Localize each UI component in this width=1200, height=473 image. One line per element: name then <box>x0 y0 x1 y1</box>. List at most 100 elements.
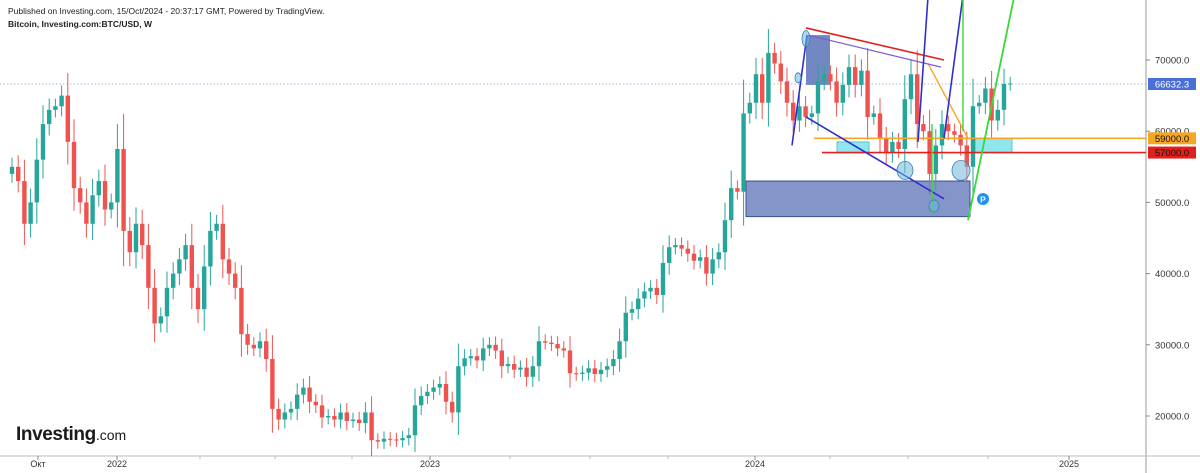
candle-body[interactable] <box>964 145 969 167</box>
candle-body[interactable] <box>747 102 752 114</box>
candle-body[interactable] <box>760 74 765 103</box>
candle-body[interactable] <box>933 145 938 174</box>
candle-body[interactable] <box>270 359 275 409</box>
candle-body[interactable] <box>437 383 442 388</box>
candle-body[interactable] <box>350 419 356 421</box>
candle-body[interactable] <box>555 344 560 349</box>
candle-body[interactable] <box>946 124 951 132</box>
candle-body[interactable] <box>338 412 343 420</box>
candle-body[interactable] <box>809 113 814 117</box>
candle-body[interactable] <box>530 366 535 377</box>
candle-body[interactable] <box>778 63 783 82</box>
candle-body[interactable] <box>202 266 207 310</box>
candle-body[interactable] <box>34 159 39 203</box>
candle-body[interactable] <box>313 401 318 406</box>
candle-body[interactable] <box>220 223 225 260</box>
candle-body[interactable] <box>406 435 411 439</box>
candle-body[interactable] <box>276 408 281 420</box>
candle-body[interactable] <box>499 350 504 367</box>
candle-body[interactable] <box>357 419 362 424</box>
candle-body[interactable] <box>710 259 715 274</box>
candle-body[interactable] <box>896 141 901 149</box>
candle-body[interactable] <box>295 394 300 409</box>
candle-body[interactable] <box>388 438 393 440</box>
candle-body[interactable] <box>16 166 21 182</box>
candle-body[interactable] <box>815 81 821 114</box>
candle-body[interactable] <box>71 141 77 189</box>
candle-body[interactable] <box>698 257 703 261</box>
candle-body[interactable] <box>264 341 269 360</box>
candle-body[interactable] <box>679 245 684 249</box>
candle-body[interactable] <box>363 412 368 424</box>
candle-body[interactable] <box>921 124 926 132</box>
candle-body[interactable] <box>952 131 957 135</box>
candle-body[interactable] <box>233 273 238 288</box>
candle-body[interactable] <box>722 220 728 253</box>
candle-body[interactable] <box>741 113 746 192</box>
candle-body[interactable] <box>784 81 790 103</box>
candle-body[interactable] <box>629 309 635 313</box>
candle-body[interactable] <box>884 138 889 153</box>
candle-body[interactable] <box>257 341 263 349</box>
candle-body[interactable] <box>183 245 188 260</box>
candle-body[interactable] <box>803 106 808 117</box>
candle-body[interactable] <box>574 373 579 375</box>
candle-body[interactable] <box>611 359 616 367</box>
candle-body[interactable] <box>518 367 523 370</box>
candle-body[interactable] <box>443 383 449 402</box>
candle-body[interactable] <box>78 188 83 203</box>
candle-body[interactable] <box>381 438 387 442</box>
candle-body[interactable] <box>983 88 988 103</box>
candle-body[interactable] <box>735 188 740 192</box>
candle-body[interactable] <box>840 84 845 103</box>
candle-body[interactable] <box>425 391 430 397</box>
candle-body[interactable] <box>288 408 294 413</box>
candle-body[interactable] <box>171 273 176 288</box>
candle-body[interactable] <box>251 344 256 349</box>
candle-body[interactable] <box>561 348 566 351</box>
candle-body[interactable] <box>915 74 920 125</box>
candle-body[interactable] <box>505 364 511 367</box>
candle-body[interactable] <box>524 367 529 377</box>
candle-body[interactable] <box>648 287 653 292</box>
candle-body[interactable] <box>636 298 641 310</box>
candle-body[interactable] <box>301 387 306 395</box>
candle-body[interactable] <box>1001 83 1007 110</box>
candle-body[interactable] <box>146 245 151 288</box>
candle-body[interactable] <box>877 113 883 139</box>
candle-body[interactable] <box>369 412 374 441</box>
candle-body[interactable] <box>282 412 287 420</box>
candle-body[interactable] <box>65 95 70 142</box>
candle-body[interactable] <box>22 181 27 224</box>
candle-body[interactable] <box>729 188 734 221</box>
candle-body[interactable] <box>617 341 622 360</box>
candle-body[interactable] <box>239 287 244 335</box>
candle-body[interactable] <box>140 223 145 246</box>
candle-body[interactable] <box>96 181 101 196</box>
candle-body[interactable] <box>598 369 604 374</box>
candle-body[interactable] <box>543 341 548 343</box>
candle-body[interactable] <box>158 316 163 324</box>
candle-body[interactable] <box>59 95 64 107</box>
candle-body[interactable] <box>871 113 876 117</box>
candle-body[interactable] <box>28 202 33 224</box>
candle-body[interactable] <box>673 245 678 248</box>
candle-body[interactable] <box>580 372 585 374</box>
candle-body[interactable] <box>908 74 914 100</box>
candle-body[interactable] <box>375 440 380 442</box>
candle-body[interactable] <box>189 245 194 288</box>
candle-body[interactable] <box>214 223 219 231</box>
candle-body[interactable] <box>685 248 690 254</box>
candle-body[interactable] <box>995 109 1000 121</box>
candle-body[interactable] <box>567 350 573 374</box>
candle-body[interactable] <box>766 52 771 103</box>
candle-body[interactable] <box>400 438 405 441</box>
candle-body[interactable] <box>660 262 666 295</box>
candle-body[interactable] <box>605 366 610 370</box>
candle-body[interactable] <box>9 166 15 174</box>
candle-body[interactable] <box>828 74 833 82</box>
candle-body[interactable] <box>419 396 424 406</box>
candle-body[interactable] <box>84 202 89 224</box>
candle-body[interactable] <box>797 106 802 121</box>
